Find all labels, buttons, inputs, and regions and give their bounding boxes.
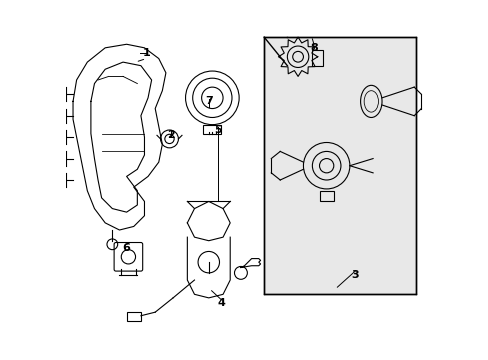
Bar xyxy=(126,312,141,321)
Bar xyxy=(312,50,323,66)
Text: 3: 3 xyxy=(351,270,358,280)
Text: 1: 1 xyxy=(142,48,150,58)
Bar xyxy=(264,37,415,294)
Bar xyxy=(319,191,333,202)
Bar xyxy=(203,125,221,134)
Text: 4: 4 xyxy=(217,298,225,308)
Text: 6: 6 xyxy=(122,243,130,253)
Text: 5: 5 xyxy=(213,125,221,135)
Text: 8: 8 xyxy=(310,43,317,53)
Text: 2: 2 xyxy=(167,130,175,140)
Text: 7: 7 xyxy=(204,96,212,107)
